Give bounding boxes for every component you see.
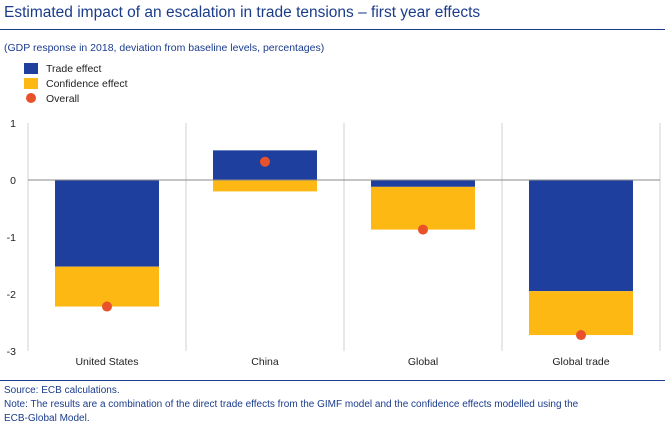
y-tick-label: 1 xyxy=(10,118,16,130)
x-category-label: United States xyxy=(75,356,138,368)
legend-swatch-confidence xyxy=(24,78,38,89)
overall-marker-china xyxy=(260,156,270,167)
footer-rule xyxy=(0,380,665,381)
y-tick-label: -2 xyxy=(7,289,16,301)
y-tick-label: -1 xyxy=(7,232,16,244)
source-text: Source: ECB calculations. xyxy=(4,385,120,396)
title-rule xyxy=(0,29,665,30)
chart-title: Estimated impact of an escalation in tra… xyxy=(4,4,481,21)
x-category-label: Global trade xyxy=(552,356,609,368)
legend-label-trade: Trade effect xyxy=(46,63,102,75)
x-category-label: Global xyxy=(408,356,438,368)
chart-subtitle: (GDP response in 2018, deviation from ba… xyxy=(4,42,325,54)
legend-swatch-trade xyxy=(24,63,38,74)
bar-confidence-china xyxy=(213,180,317,192)
legend-marker-overall xyxy=(26,93,36,103)
overall-marker-global xyxy=(418,224,428,235)
overall-marker-global-trade xyxy=(576,330,586,341)
bar-trade-global-trade xyxy=(529,180,633,292)
bar-confidence-global xyxy=(371,186,475,230)
legend: Trade effect Confidence effect Overall xyxy=(24,63,128,105)
legend-label-overall: Overall xyxy=(46,93,79,105)
note-text-line1: Note: The results are a combination of t… xyxy=(4,399,579,410)
chart-area: Trade effect Confidence effect Overall 1… xyxy=(7,63,661,368)
y-tick-label: -3 xyxy=(7,346,16,358)
bar-trade-united-states xyxy=(55,180,159,267)
x-category-label: China xyxy=(251,356,279,368)
bar-confidence-global-trade xyxy=(529,291,633,336)
note-text-line2: ECB-Global Model. xyxy=(4,413,90,424)
overall-marker-united-states xyxy=(102,301,112,312)
bar-confidence-united-states xyxy=(55,266,159,307)
legend-label-confidence: Confidence effect xyxy=(46,78,128,90)
y-tick-label: 0 xyxy=(10,175,16,187)
bar-trade-global xyxy=(371,180,475,187)
